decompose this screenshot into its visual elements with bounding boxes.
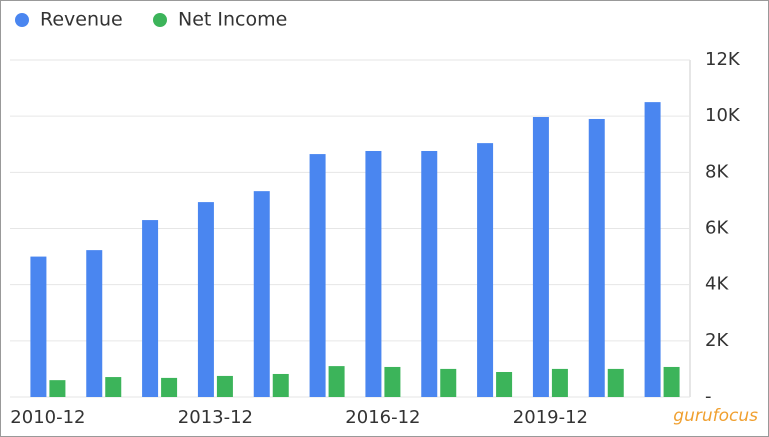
y-tick-label: 12K: [705, 49, 741, 70]
bar: [328, 366, 345, 397]
bar: [30, 256, 47, 397]
bar: [105, 377, 122, 397]
bar: [216, 375, 233, 397]
bar: [644, 102, 661, 397]
watermark: gurufocus: [673, 406, 758, 426]
y-tick-label: 4K: [705, 274, 729, 295]
bar: [384, 366, 401, 397]
bar: [161, 377, 178, 397]
bar: [49, 380, 66, 397]
bar: [663, 366, 680, 397]
y-tick-label: 2K: [705, 330, 729, 351]
x-tick-label: 2016-12: [345, 407, 420, 428]
bar: [607, 368, 624, 397]
legend-label: Net Income: [178, 9, 287, 31]
bar: [253, 191, 270, 397]
y-tick-label: 6K: [705, 218, 729, 239]
bar: [496, 372, 513, 397]
bar: [197, 202, 214, 397]
bar: [551, 368, 568, 397]
bar: [588, 118, 605, 397]
bar: [309, 154, 326, 397]
y-tick-label: 10K: [705, 105, 741, 126]
x-tick-label: 2019-12: [513, 407, 588, 428]
bar: [421, 150, 438, 397]
bar: [532, 117, 549, 398]
bar: [86, 250, 103, 397]
bar: [365, 150, 382, 397]
x-tick-label: 2013-12: [178, 407, 253, 428]
bar: [477, 143, 494, 397]
bar: [272, 373, 289, 397]
y-tick-label: 8K: [705, 161, 729, 182]
bar: [142, 220, 159, 397]
y-tick-label: -: [705, 386, 712, 407]
bar: [440, 368, 457, 397]
x-tick-label: 2010-12: [10, 407, 85, 428]
legend-marker: [15, 13, 29, 27]
legend-label: Revenue: [40, 9, 123, 31]
legend-marker: [153, 13, 167, 27]
